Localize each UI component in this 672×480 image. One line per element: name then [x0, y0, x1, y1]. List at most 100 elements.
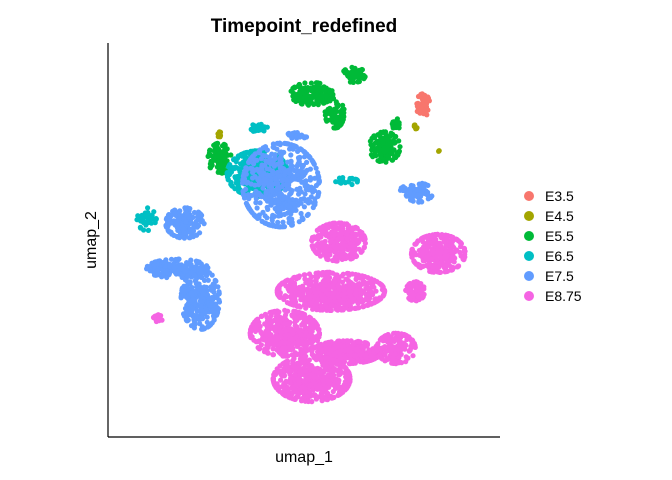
data-point [329, 284, 335, 290]
data-point [253, 325, 259, 331]
data-point [141, 219, 147, 225]
data-point [339, 236, 345, 242]
data-point [280, 177, 286, 183]
data-point [318, 303, 324, 309]
data-point [291, 356, 297, 362]
cluster-E8-75-1 [408, 231, 468, 275]
data-point [262, 337, 268, 343]
data-point [290, 330, 296, 337]
data-point [217, 149, 223, 155]
data-point [308, 80, 314, 86]
data-point [144, 210, 150, 216]
data-point [325, 298, 331, 305]
data-point [359, 248, 365, 254]
data-point [294, 351, 301, 357]
data-point [188, 269, 195, 276]
data-point [381, 149, 388, 155]
data-point [454, 237, 460, 243]
data-point [298, 332, 304, 338]
data-point [211, 142, 217, 148]
data-point [281, 211, 288, 217]
data-point [418, 198, 424, 204]
data-point [240, 191, 247, 197]
data-point [299, 370, 305, 376]
data-point [254, 127, 260, 133]
data-point [251, 161, 257, 167]
data-point [214, 311, 220, 317]
data-point [411, 340, 417, 347]
data-point [314, 97, 320, 103]
data-point [347, 285, 353, 291]
data-point [322, 109, 328, 115]
data-point [309, 333, 315, 339]
cluster-E3-5-0 [414, 91, 432, 118]
data-point [351, 73, 357, 79]
data-point [398, 344, 404, 350]
data-point [353, 236, 359, 242]
data-point [311, 188, 318, 194]
data-point [416, 264, 423, 270]
data-point [290, 207, 296, 213]
data-point [188, 234, 194, 240]
data-point [302, 301, 308, 307]
data-point [422, 102, 428, 108]
data-point [247, 206, 253, 212]
data-point [243, 186, 249, 192]
data-point [204, 319, 210, 325]
data-point [429, 233, 435, 239]
data-point [336, 392, 342, 398]
data-point [174, 218, 180, 224]
data-point [384, 356, 390, 362]
data-point [334, 367, 340, 373]
data-point [283, 312, 289, 318]
data-point [163, 224, 169, 230]
data-point [418, 91, 424, 97]
data-point [391, 140, 397, 146]
data-point [167, 264, 173, 270]
data-point [345, 73, 351, 79]
data-point [437, 260, 443, 266]
data-point [443, 232, 449, 238]
data-point [390, 355, 396, 361]
data-point [245, 179, 251, 185]
data-point [385, 339, 391, 345]
data-point [224, 158, 230, 164]
data-point [292, 396, 298, 402]
data-point [315, 285, 322, 291]
data-point [276, 185, 283, 191]
data-point [263, 178, 269, 184]
data-point [429, 269, 435, 275]
data-point [362, 240, 368, 246]
data-point [198, 303, 204, 309]
data-point [249, 154, 255, 160]
data-point [270, 221, 276, 227]
data-point [383, 159, 389, 165]
data-point [285, 131, 291, 137]
data-point [293, 276, 299, 282]
data-point [264, 314, 270, 320]
series-E7-5 [144, 130, 435, 332]
data-point [353, 231, 359, 237]
data-point [325, 378, 331, 384]
data-point [336, 231, 342, 238]
data-point [246, 192, 252, 198]
data-point [340, 284, 346, 291]
data-point [356, 296, 363, 302]
data-point [327, 88, 333, 95]
data-point [303, 280, 309, 286]
data-point [318, 356, 324, 362]
data-point [365, 275, 371, 281]
data-point [273, 385, 279, 391]
data-point [210, 157, 216, 163]
data-point [187, 206, 193, 212]
data-point [370, 281, 376, 287]
data-point [329, 361, 335, 367]
data-point [307, 175, 313, 181]
data-point [333, 107, 339, 113]
data-point [344, 231, 350, 238]
data-point [411, 123, 417, 129]
data-point [333, 245, 339, 251]
data-point [313, 182, 319, 189]
data-point [320, 287, 327, 293]
data-point [313, 300, 320, 306]
